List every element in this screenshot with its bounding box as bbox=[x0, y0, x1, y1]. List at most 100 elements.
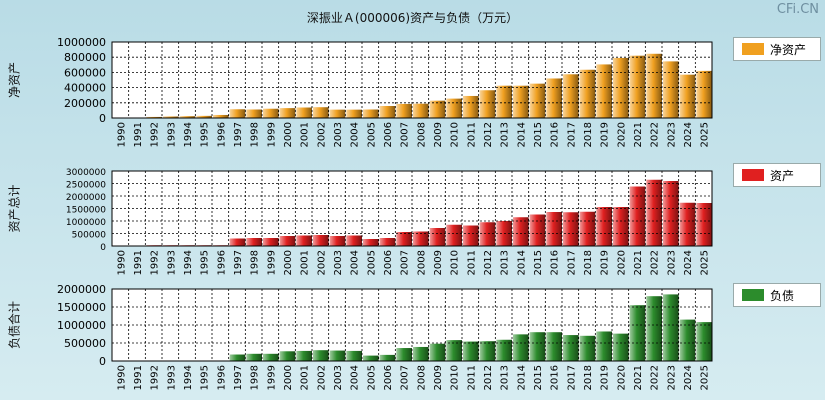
x-tick-label-liabilities-2015: 2015 bbox=[533, 365, 544, 390]
x-tick-label-liabilities-2023: 2023 bbox=[666, 365, 677, 390]
bar-net-assets-2003 bbox=[329, 109, 346, 118]
x-tick-label-liabilities-2018: 2018 bbox=[583, 365, 594, 390]
x-tick-label-net-assets-2016: 2016 bbox=[550, 122, 561, 147]
x-tick-label-assets-2021: 2021 bbox=[633, 250, 644, 275]
y-axis-label-liabilities: 负债合计 bbox=[7, 301, 22, 349]
bar-net-assets-1997 bbox=[229, 109, 246, 118]
bar-liabilities-2003 bbox=[329, 350, 346, 361]
x-tick-label-liabilities-1995: 1995 bbox=[200, 365, 211, 390]
x-tick-label-net-assets-2010: 2010 bbox=[450, 122, 461, 147]
x-tick-label-assets-2010: 2010 bbox=[450, 250, 461, 275]
x-tick-label-assets-2006: 2006 bbox=[383, 250, 394, 275]
x-tick-label-assets-2009: 2009 bbox=[433, 250, 444, 275]
y-tick-label-liabilities: 2000000 bbox=[57, 283, 106, 296]
y-tick-label-net-assets: 200000 bbox=[64, 97, 106, 110]
x-tick-label-assets-2011: 2011 bbox=[466, 250, 477, 275]
bar-liabilities-2017 bbox=[563, 335, 579, 361]
bar-assets-2005 bbox=[363, 239, 379, 246]
bar-assets-2021 bbox=[629, 186, 646, 246]
x-tick-label-assets-1992: 1992 bbox=[150, 250, 161, 275]
x-tick-label-liabilities-2009: 2009 bbox=[433, 365, 444, 390]
y-axis-label-net-assets: 净资产 bbox=[8, 62, 22, 98]
bar-liabilities-2005 bbox=[363, 355, 379, 361]
x-tick-label-assets-2025: 2025 bbox=[700, 250, 711, 275]
legend-swatch-assets bbox=[742, 169, 764, 181]
x-tick-label-assets-1994: 1994 bbox=[183, 250, 194, 275]
y-tick-label-liabilities: 0 bbox=[99, 355, 106, 368]
bar-net-assets-2025 bbox=[696, 70, 712, 118]
bar-liabilities-1997 bbox=[229, 354, 246, 361]
x-tick-label-liabilities-2005: 2005 bbox=[366, 365, 377, 390]
y-tick-label-net-assets: 1000000 bbox=[57, 36, 106, 49]
x-tick-label-assets-2007: 2007 bbox=[400, 250, 411, 275]
x-tick-label-assets-2008: 2008 bbox=[416, 250, 427, 275]
bar-net-assets-2024 bbox=[679, 74, 696, 118]
bar-assets-2014 bbox=[513, 217, 529, 246]
x-tick-label-liabilities-2000: 2000 bbox=[283, 365, 294, 390]
bar-assets-2017 bbox=[563, 212, 579, 246]
bar-assets-2022 bbox=[646, 179, 662, 246]
x-tick-label-net-assets-2005: 2005 bbox=[366, 122, 377, 147]
y-tick-label-assets: 0 bbox=[100, 243, 106, 253]
bar-liabilities-2000 bbox=[279, 351, 296, 361]
bar-net-assets-1993 bbox=[163, 116, 179, 118]
bar-liabilities-2020 bbox=[613, 333, 629, 361]
x-tick-label-assets-2002: 2002 bbox=[316, 250, 327, 275]
bar-assets-2010 bbox=[446, 224, 462, 246]
bar-liabilities-2015 bbox=[529, 332, 546, 361]
bar-liabilities-2022 bbox=[646, 296, 662, 361]
bar-net-assets-2008 bbox=[413, 103, 429, 118]
x-tick-label-net-assets-2015: 2015 bbox=[533, 122, 544, 147]
x-tick-label-assets-2004: 2004 bbox=[350, 250, 361, 275]
bar-net-assets-1992 bbox=[146, 116, 162, 118]
x-tick-label-assets-2012: 2012 bbox=[483, 250, 494, 275]
y-tick-label-net-assets: 0 bbox=[99, 112, 106, 125]
x-tick-label-liabilities-2019: 2019 bbox=[600, 365, 611, 390]
bar-net-assets-2023 bbox=[663, 61, 679, 118]
x-tick-label-assets-2017: 2017 bbox=[566, 250, 577, 275]
bar-net-assets-1996 bbox=[213, 114, 229, 118]
legend-label-liabilities: 负债 bbox=[770, 288, 795, 303]
x-tick-label-liabilities-2016: 2016 bbox=[550, 365, 561, 390]
y-tick-label-net-assets: 600000 bbox=[64, 66, 106, 79]
x-tick-label-liabilities-2008: 2008 bbox=[416, 365, 427, 390]
bar-liabilities-2014 bbox=[513, 334, 529, 361]
x-tick-label-liabilities-2006: 2006 bbox=[383, 365, 394, 390]
x-tick-label-net-assets-2004: 2004 bbox=[350, 122, 361, 147]
bar-liabilities-2025 bbox=[696, 322, 712, 361]
bar-liabilities-2004 bbox=[346, 350, 362, 361]
x-tick-label-liabilities-1992: 1992 bbox=[150, 365, 161, 390]
x-tick-label-net-assets-2003: 2003 bbox=[333, 122, 344, 147]
bar-net-assets-2018 bbox=[579, 69, 596, 118]
x-tick-label-net-assets-1995: 1995 bbox=[200, 122, 211, 147]
x-tick-label-liabilities-2014: 2014 bbox=[516, 365, 527, 390]
bar-assets-2024 bbox=[679, 202, 696, 246]
x-tick-label-net-assets-2013: 2013 bbox=[500, 122, 511, 147]
x-tick-label-liabilities-2002: 2002 bbox=[316, 365, 327, 390]
x-tick-label-assets-1997: 1997 bbox=[233, 250, 244, 275]
legend-swatch-liabilities bbox=[742, 289, 764, 301]
bar-assets-2016 bbox=[546, 212, 562, 246]
bar-net-assets-2009 bbox=[429, 100, 446, 118]
x-tick-label-liabilities-1996: 1996 bbox=[216, 365, 227, 390]
x-tick-label-net-assets-2021: 2021 bbox=[633, 122, 644, 147]
bar-liabilities-2007 bbox=[396, 348, 412, 361]
bar-net-assets-1998 bbox=[246, 109, 262, 118]
x-tick-label-liabilities-2013: 2013 bbox=[500, 365, 511, 390]
bar-net-assets-1995 bbox=[196, 115, 212, 118]
bar-liabilities-1998 bbox=[246, 353, 262, 361]
x-tick-label-net-assets-2002: 2002 bbox=[316, 122, 327, 147]
x-tick-label-net-assets-2000: 2000 bbox=[283, 122, 294, 147]
x-tick-label-liabilities-2003: 2003 bbox=[333, 365, 344, 390]
x-tick-label-assets-2001: 2001 bbox=[300, 250, 311, 275]
bar-net-assets-2013 bbox=[496, 85, 512, 118]
y-tick-label-assets: 3000000 bbox=[66, 168, 106, 178]
bar-assets-2007 bbox=[396, 232, 412, 246]
legend-liabilities: 负债 bbox=[733, 283, 821, 307]
x-tick-label-assets-2023: 2023 bbox=[666, 250, 677, 275]
bar-net-assets-2019 bbox=[596, 64, 612, 118]
bar-assets-2023 bbox=[663, 181, 679, 246]
x-tick-label-assets-1999: 1999 bbox=[266, 250, 277, 275]
y-tick-label-liabilities: 500000 bbox=[64, 337, 106, 350]
